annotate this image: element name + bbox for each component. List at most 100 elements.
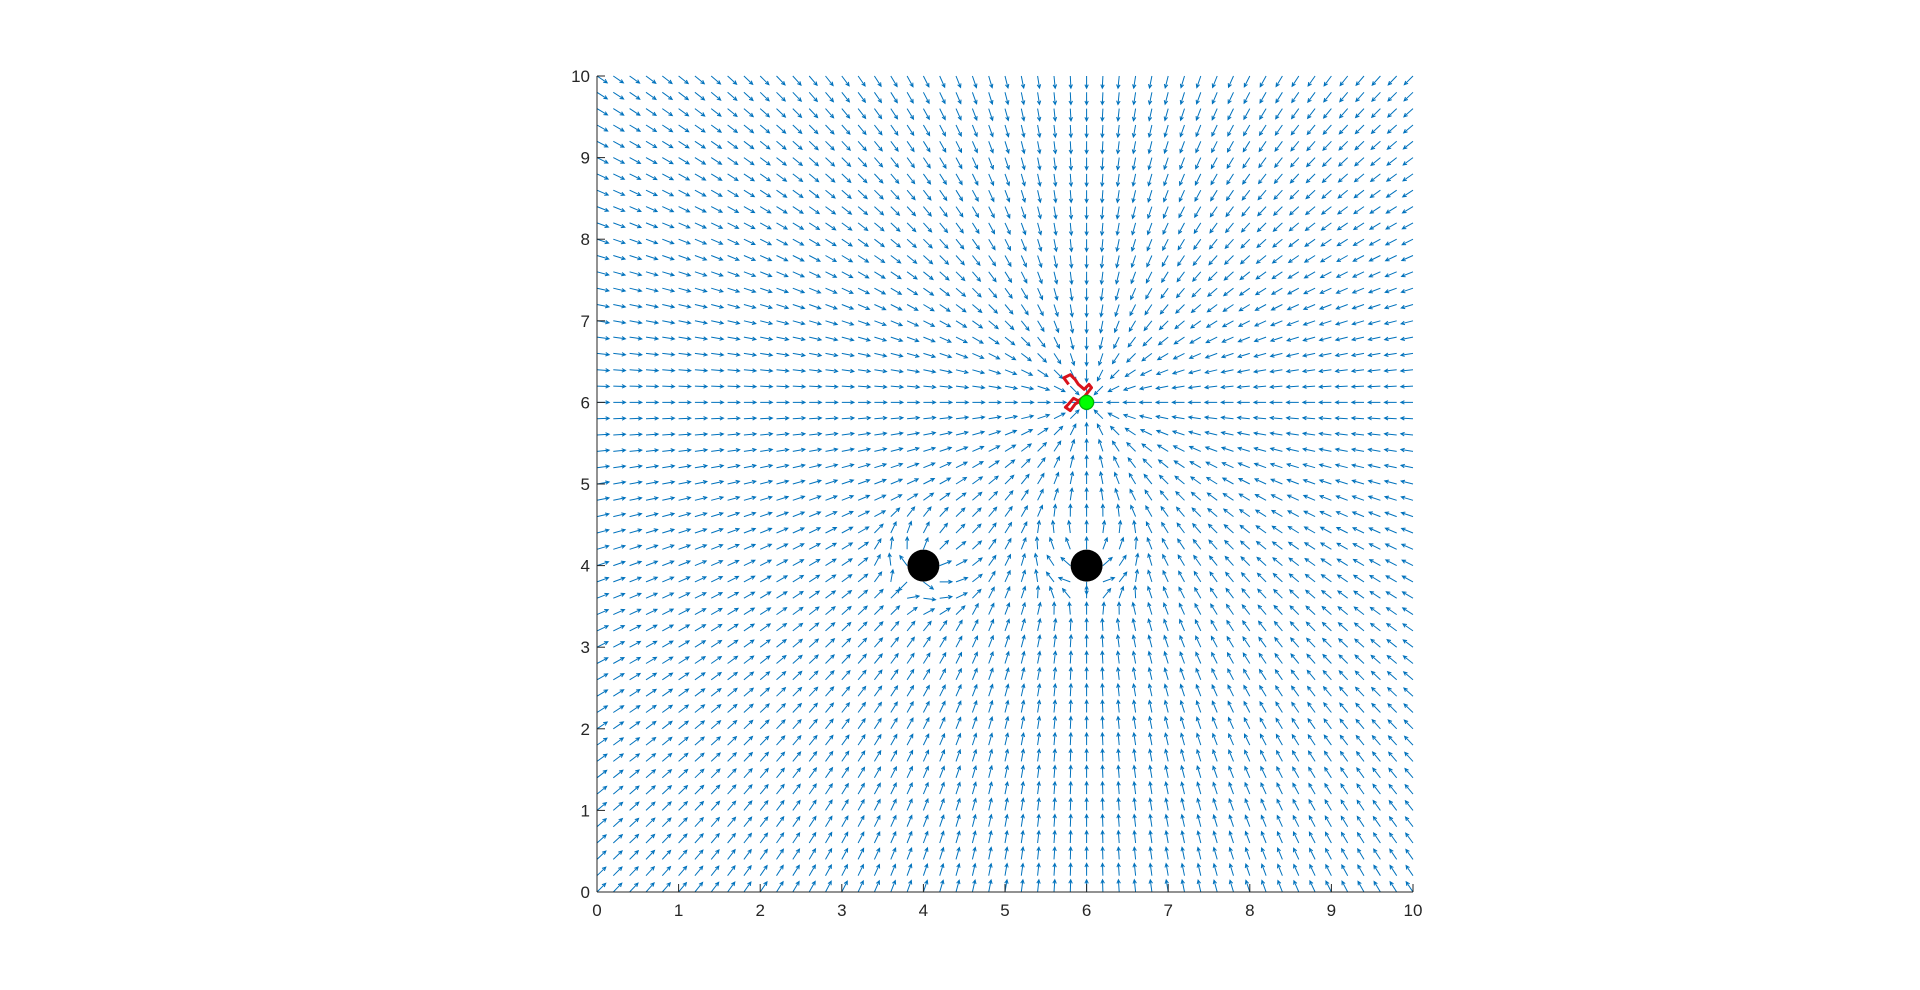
field-arrow [858, 511, 869, 516]
field-arrow [858, 272, 869, 278]
field-arrow [1290, 190, 1299, 199]
field-arrow [646, 883, 654, 892]
field-arrow [597, 497, 609, 500]
field-arrow [597, 272, 609, 276]
field-arrow [695, 785, 704, 794]
field-arrow [662, 689, 672, 696]
field-arrow [891, 92, 898, 102]
field-arrow [613, 738, 623, 745]
field-arrow [1258, 605, 1266, 614]
field-arrow [972, 416, 984, 419]
field-arrow [1245, 864, 1250, 876]
field-arrow [630, 770, 640, 778]
field-arrow [989, 668, 994, 680]
field-arrow [1005, 766, 1009, 778]
field-arrow [1287, 464, 1299, 468]
field-arrow [695, 577, 706, 582]
field-arrow [662, 288, 674, 292]
field-arrow [923, 76, 929, 87]
field-arrow [1050, 538, 1055, 550]
field-arrow [711, 850, 719, 860]
field-arrow [1116, 174, 1119, 186]
field-arrow [809, 239, 820, 245]
field-arrow [1388, 720, 1397, 729]
field-arrow [1101, 109, 1105, 121]
field-arrow [842, 865, 848, 876]
field-arrow [711, 834, 719, 843]
field-arrow [1225, 239, 1233, 248]
field-arrow [858, 638, 866, 647]
field-arrow [1272, 288, 1283, 294]
field-arrow [1401, 448, 1413, 451]
field-arrow [1403, 158, 1413, 165]
field-arrow [1256, 288, 1266, 295]
field-arrow [760, 174, 770, 181]
field-arrow [744, 592, 755, 598]
field-arrow [956, 207, 963, 217]
field-arrow [989, 620, 994, 631]
field-arrow [613, 125, 624, 131]
field-arrow [1244, 92, 1250, 103]
field-arrow [1085, 798, 1088, 810]
field-arrow [1197, 880, 1201, 892]
field-arrow [956, 76, 961, 87]
field-arrow [1385, 353, 1397, 356]
field-arrow [646, 577, 657, 582]
field-arrow [760, 321, 772, 325]
field-arrow [1100, 288, 1103, 300]
field-arrow [1386, 592, 1396, 599]
field-arrow [842, 464, 854, 468]
field-arrow [858, 321, 870, 326]
field-arrow [1119, 587, 1124, 599]
field-arrow [1260, 734, 1266, 745]
field-arrow [1149, 76, 1152, 88]
field-arrow [1070, 456, 1074, 468]
field-arrow [874, 590, 883, 599]
field-arrow [1323, 671, 1331, 680]
field-arrow [744, 624, 754, 631]
field-arrow [1164, 76, 1168, 88]
field-arrow [1207, 478, 1217, 485]
field-arrow [1145, 490, 1152, 500]
field-arrow [1387, 174, 1397, 181]
field-arrow [923, 174, 930, 184]
field-arrow [956, 92, 961, 103]
field-arrow [1117, 668, 1121, 680]
field-arrow [842, 272, 853, 278]
field-arrow [744, 480, 756, 484]
field-arrow [1124, 386, 1136, 390]
field-arrow [744, 769, 752, 778]
field-arrow [1069, 76, 1072, 88]
field-arrow [1116, 207, 1119, 219]
field-arrow [1069, 749, 1073, 761]
field-arrow [1174, 461, 1184, 468]
field-arrow [630, 158, 641, 164]
field-arrow [1352, 417, 1364, 420]
field-arrow [760, 882, 767, 892]
field-arrow [1021, 337, 1030, 346]
field-arrow [793, 768, 801, 778]
field-arrow [891, 76, 897, 87]
field-arrow [1149, 717, 1152, 729]
field-arrow [1356, 109, 1364, 118]
field-arrow [1388, 76, 1397, 85]
field-arrow [711, 417, 723, 421]
field-arrow [1227, 621, 1234, 631]
field-arrow [1053, 880, 1057, 892]
field-arrow [597, 109, 608, 115]
field-arrow [907, 702, 913, 713]
field-arrow [728, 496, 740, 500]
field-arrow [826, 671, 834, 680]
field-arrow [1238, 447, 1250, 451]
field-arrow [662, 321, 674, 324]
field-arrow [1101, 651, 1105, 663]
field-arrow [1085, 602, 1088, 614]
field-arrow [1307, 125, 1315, 134]
field-arrow [1146, 288, 1152, 299]
field-arrow [1131, 505, 1136, 516]
field-arrow [1101, 880, 1105, 892]
field-arrow [972, 524, 981, 533]
field-arrow [711, 657, 721, 664]
field-arrow [989, 401, 1001, 404]
field-arrow [940, 864, 944, 876]
